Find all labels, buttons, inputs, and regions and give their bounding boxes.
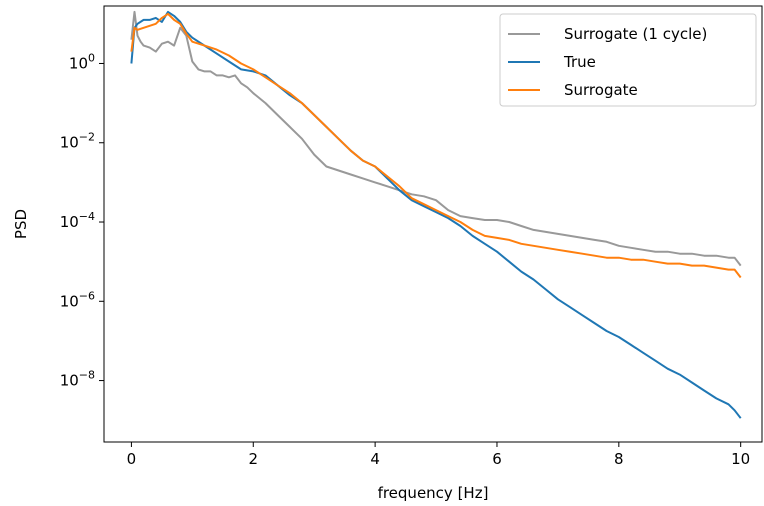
y-tick-exponent: −8	[79, 369, 95, 382]
series-line-2	[130, 12, 742, 279]
x-tick-label: 8	[614, 450, 624, 468]
y-tick-base: 10	[69, 54, 88, 72]
legend-label: True	[563, 53, 596, 71]
series-line-0	[130, 10, 742, 267]
x-tick-label: 10	[731, 450, 750, 468]
x-axis-ticks: 0 2 4 6 8 10	[127, 442, 750, 468]
legend: Surrogate (1 cycle) True Surrogate	[499, 13, 757, 107]
y-tick-label: 10−2	[60, 131, 95, 152]
y-tick-base: 10	[60, 292, 79, 310]
legend-label: Surrogate	[564, 81, 638, 99]
legend-box	[499, 13, 757, 107]
y-tick-label: 10−8	[60, 369, 95, 390]
y-tick-base: 10	[60, 213, 79, 231]
series-layer	[130, 10, 742, 419]
x-axis-label: frequency [Hz]	[378, 484, 489, 502]
y-tick-label: 10−4	[60, 210, 95, 231]
y-tick-label: 100	[69, 51, 95, 72]
y-tick-exponent: 0	[88, 51, 95, 64]
y-tick-label: 10−6	[60, 289, 95, 310]
x-tick-label: 6	[492, 450, 502, 468]
y-tick-base: 10	[60, 134, 79, 152]
y-tick-exponent: −2	[79, 131, 95, 144]
x-tick-label: 0	[127, 450, 137, 468]
plot-frame	[103, 5, 763, 443]
y-axis-label: PSD	[12, 209, 30, 239]
x-tick-label: 2	[248, 450, 258, 468]
y-tick-exponent: −6	[79, 289, 95, 302]
x-tick-label: 4	[370, 450, 380, 468]
legend-label: Surrogate (1 cycle)	[564, 25, 707, 43]
y-tick-base: 10	[60, 372, 79, 390]
y-tick-exponent: −4	[79, 210, 95, 223]
